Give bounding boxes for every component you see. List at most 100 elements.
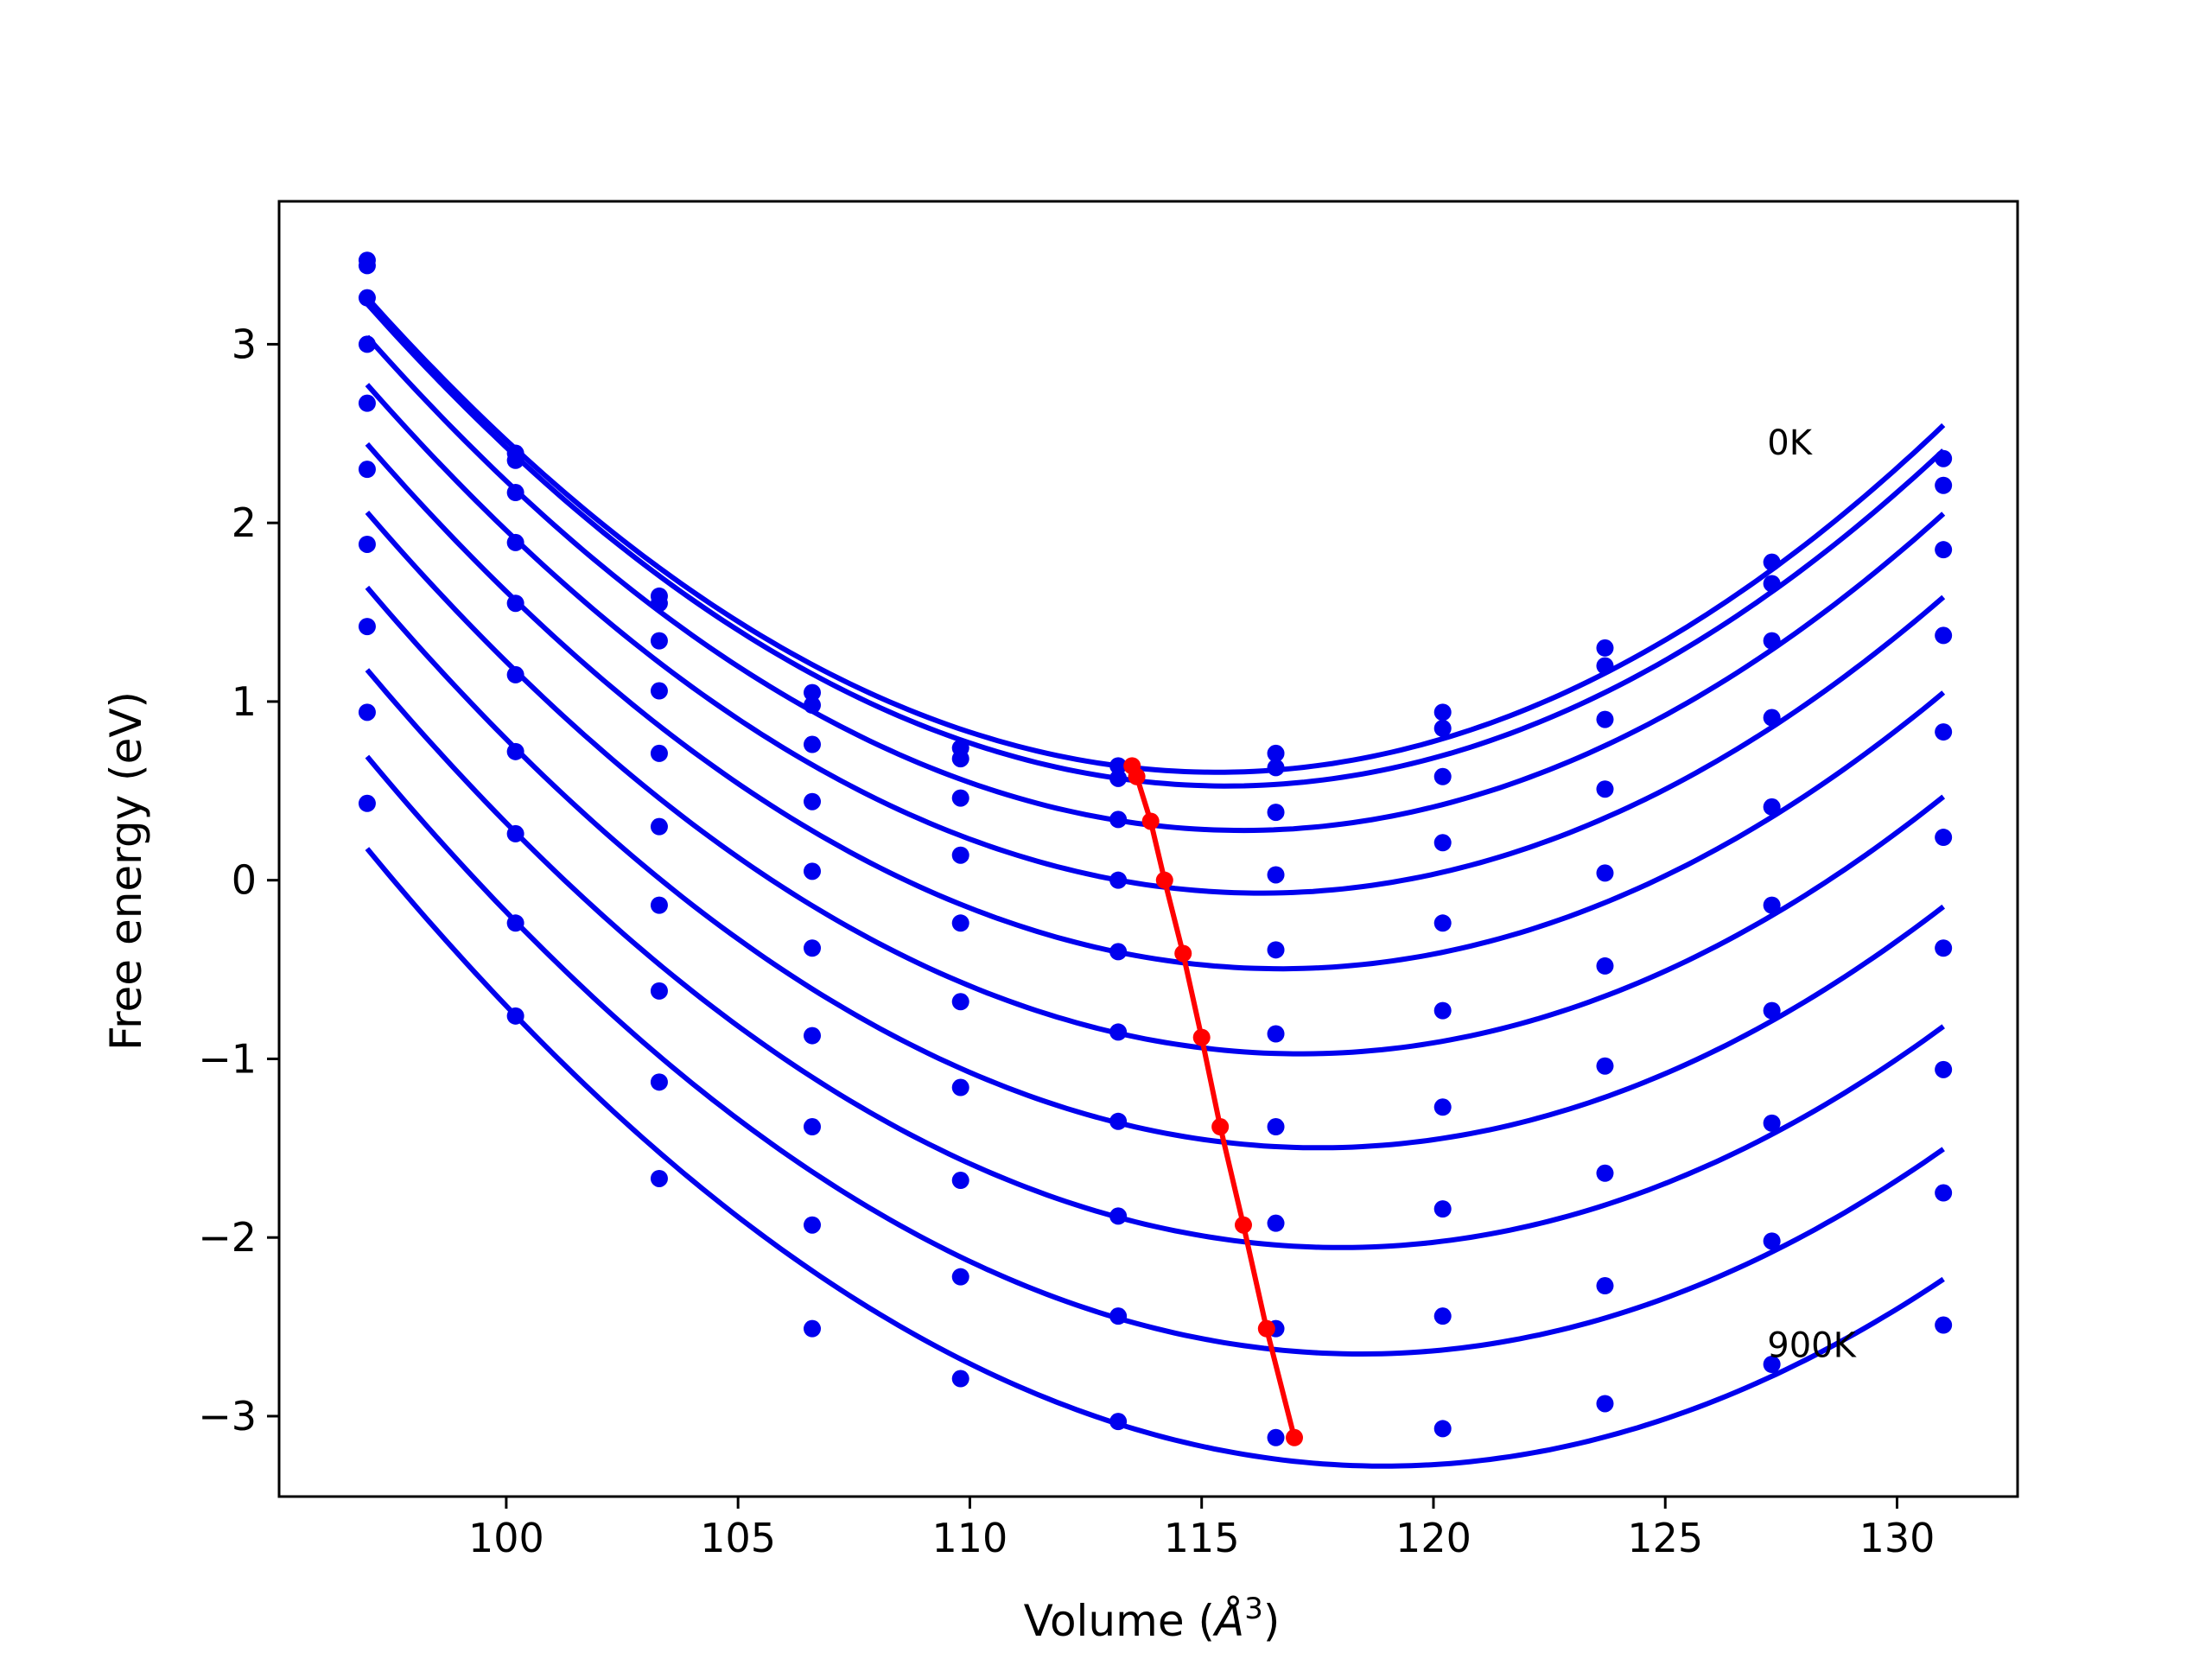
- data-point-2-10: [1935, 541, 1953, 559]
- data-point-7-0: [358, 618, 376, 636]
- data-point-5-6: [1267, 1025, 1285, 1043]
- data-point-8-7: [1433, 1307, 1452, 1325]
- minimum-point-7: [1234, 1216, 1252, 1234]
- y-axis-label: Free energy (eV): [101, 691, 151, 1051]
- data-point-3-5: [1109, 871, 1128, 889]
- data-point-3-6: [1267, 866, 1285, 884]
- data-point-9-10: [1935, 1316, 1953, 1334]
- data-point-1-7: [1433, 719, 1452, 737]
- data-point-4-2: [650, 744, 668, 762]
- fit-curve-1: [365, 302, 1946, 789]
- data-point-1-6: [1267, 759, 1285, 777]
- y-tick-label-0: 0: [232, 857, 257, 904]
- y-tick-label--2: −2: [198, 1214, 257, 1261]
- data-point-4-7: [1433, 914, 1452, 932]
- data-point-3-1: [506, 533, 524, 551]
- data-point-5-8: [1596, 957, 1614, 975]
- data-point-8-1: [506, 914, 524, 932]
- data-point-7-7: [1433, 1200, 1452, 1218]
- minimum-point-1: [1128, 767, 1146, 785]
- data-point-6-5: [1109, 1112, 1128, 1130]
- data-point-3-10: [1935, 626, 1953, 645]
- data-point-7-8: [1596, 1164, 1614, 1182]
- data-point-9-4: [951, 1370, 969, 1388]
- data-point-4-1: [506, 594, 524, 613]
- data-point-9-8: [1596, 1395, 1614, 1413]
- fit-curve-5: [365, 510, 1946, 1057]
- x-tick-label-100: 100: [468, 1515, 544, 1561]
- data-point-7-10: [1935, 1060, 1953, 1078]
- data-point-4-6: [1267, 941, 1285, 959]
- data-point-5-9: [1763, 896, 1781, 914]
- data-point-7-6: [1267, 1214, 1285, 1232]
- x-axis-label: Volume (Å3): [1024, 1592, 1281, 1646]
- data-point-3-2: [650, 682, 668, 700]
- data-point-6-2: [650, 896, 668, 914]
- minimum-point-5: [1192, 1028, 1211, 1046]
- data-point-7-1: [506, 824, 524, 842]
- fit-curve-3: [365, 383, 1946, 896]
- fit-curve-4: [365, 442, 1946, 972]
- data-point-9-1: [506, 1007, 524, 1025]
- data-point-1-4: [951, 750, 969, 768]
- data-point-6-0: [358, 535, 376, 553]
- axes: 100 105 110 115 120 125 130 −3 −2 −1 0 1 2 3: [198, 200, 2019, 1561]
- data-point-2-7: [1433, 767, 1452, 785]
- data-point-9-6: [1267, 1428, 1285, 1446]
- x-axis-label-exponent: 3: [1244, 1592, 1263, 1626]
- data-point-1-1: [506, 451, 524, 469]
- data-point-0-7: [1433, 703, 1452, 721]
- data-point-7-4: [951, 1172, 969, 1190]
- data-point-4-0: [358, 394, 376, 412]
- data-point-7-5: [1109, 1207, 1128, 1225]
- data-point-9-7: [1433, 1420, 1452, 1438]
- data-point-5-1: [506, 665, 524, 683]
- data-point-1-0: [358, 257, 376, 275]
- data-point-5-3: [804, 939, 822, 957]
- data-point-5-2: [650, 817, 668, 836]
- data-point-9-2: [650, 1169, 668, 1187]
- x-tick-label-125: 125: [1627, 1515, 1703, 1561]
- data-point-5-7: [1433, 1001, 1452, 1020]
- data-point-6-8: [1596, 1057, 1614, 1075]
- data-point-9-3: [804, 1319, 822, 1338]
- data-point-2-2: [650, 632, 668, 650]
- data-point-7-2: [650, 982, 668, 1000]
- annotation-1: 900K: [1767, 1325, 1857, 1365]
- data-point-5-0: [358, 461, 376, 479]
- plot-area: 0K 900K: [358, 251, 1953, 1469]
- data-point-3-9: [1763, 709, 1781, 727]
- y-tick-label-1: 1: [232, 678, 257, 725]
- y-tick-label--3: −3: [198, 1393, 257, 1440]
- minimum-point-4: [1174, 944, 1192, 963]
- data-point-6-3: [804, 1027, 822, 1045]
- data-point-8-8: [1596, 1277, 1614, 1295]
- minimum-point-8: [1257, 1319, 1275, 1338]
- x-tick-label-115: 115: [1164, 1515, 1240, 1561]
- data-point-8-10: [1935, 1184, 1953, 1202]
- data-point-3-4: [951, 846, 969, 864]
- x-axis-label-close: ): [1263, 1596, 1281, 1646]
- minimum-point-6: [1211, 1118, 1230, 1136]
- annotation-0: 0K: [1767, 423, 1813, 463]
- data-point-5-4: [951, 993, 969, 1011]
- data-point-9-9: [1763, 1355, 1781, 1373]
- data-point-0-8: [1596, 639, 1614, 657]
- data-point-6-4: [951, 1078, 969, 1096]
- data-point-2-5: [1109, 810, 1128, 829]
- data-point-9-5: [1109, 1413, 1128, 1431]
- plot-content: [358, 251, 1953, 1469]
- data-point-9-0: [358, 794, 376, 812]
- x-axis-label-main: Volume (: [1024, 1596, 1215, 1646]
- data-point-6-6: [1267, 1118, 1285, 1136]
- data-point-4-10: [1935, 723, 1953, 741]
- data-point-3-7: [1433, 834, 1452, 852]
- fit-curve-7: [365, 668, 1945, 1250]
- x-tick-label-105: 105: [700, 1515, 776, 1561]
- minimum-point-3: [1155, 871, 1173, 889]
- data-point-5-5: [1109, 1023, 1128, 1041]
- x-tick-label-130: 130: [1859, 1515, 1936, 1561]
- data-point-4-3: [804, 862, 822, 880]
- data-point-0-6: [1267, 744, 1285, 762]
